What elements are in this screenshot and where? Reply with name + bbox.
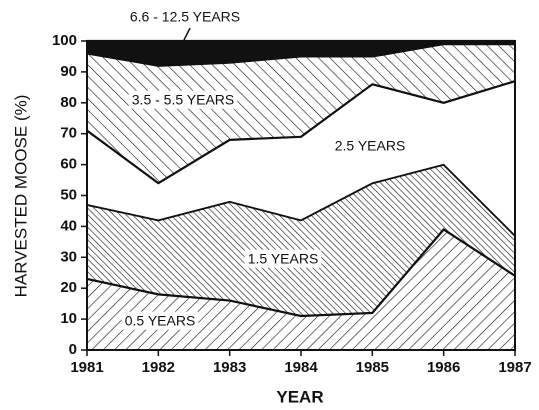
y-axis-title: HARVESTED MOOSE (%) [11,95,30,298]
x-tick-label: 1983 [213,359,246,376]
x-axis-title: YEAR [276,387,323,406]
x-tick-label: 1985 [356,359,389,376]
y-tick-label: 100 [52,32,77,49]
series-label: 6.6 - 12.5 YEARS [130,9,240,25]
label-arrow [179,27,191,49]
y-tick-label: 0 [69,341,77,358]
y-tick-label: 20 [60,279,77,296]
y-tick-label: 50 [60,186,77,203]
x-tick-label: 1987 [498,359,531,376]
series-label: 1.5 YEARS [248,251,319,267]
y-tick-label: 30 [60,248,77,265]
label-bg [331,136,409,155]
y-tick-label: 90 [60,63,77,80]
label-bg [128,90,238,109]
y-tick-label: 80 [60,94,77,111]
x-tick-label: 1981 [70,359,103,376]
x-tick-label: 1986 [427,359,460,376]
label-bg [121,311,199,330]
y-tick-label: 40 [60,217,77,234]
x-tick-label: 1984 [284,359,318,376]
x-tick-label: 1982 [142,359,175,376]
series-label: 0.5 YEARS [125,313,196,329]
y-tick-label: 10 [60,310,77,327]
series-label: 2.5 YEARS [335,138,406,154]
label-bg [244,249,322,268]
y-tick-label: 70 [60,125,77,142]
series-label: 3.5 - 5.5 YEARS [132,92,234,108]
y-tick-label: 60 [60,156,77,173]
